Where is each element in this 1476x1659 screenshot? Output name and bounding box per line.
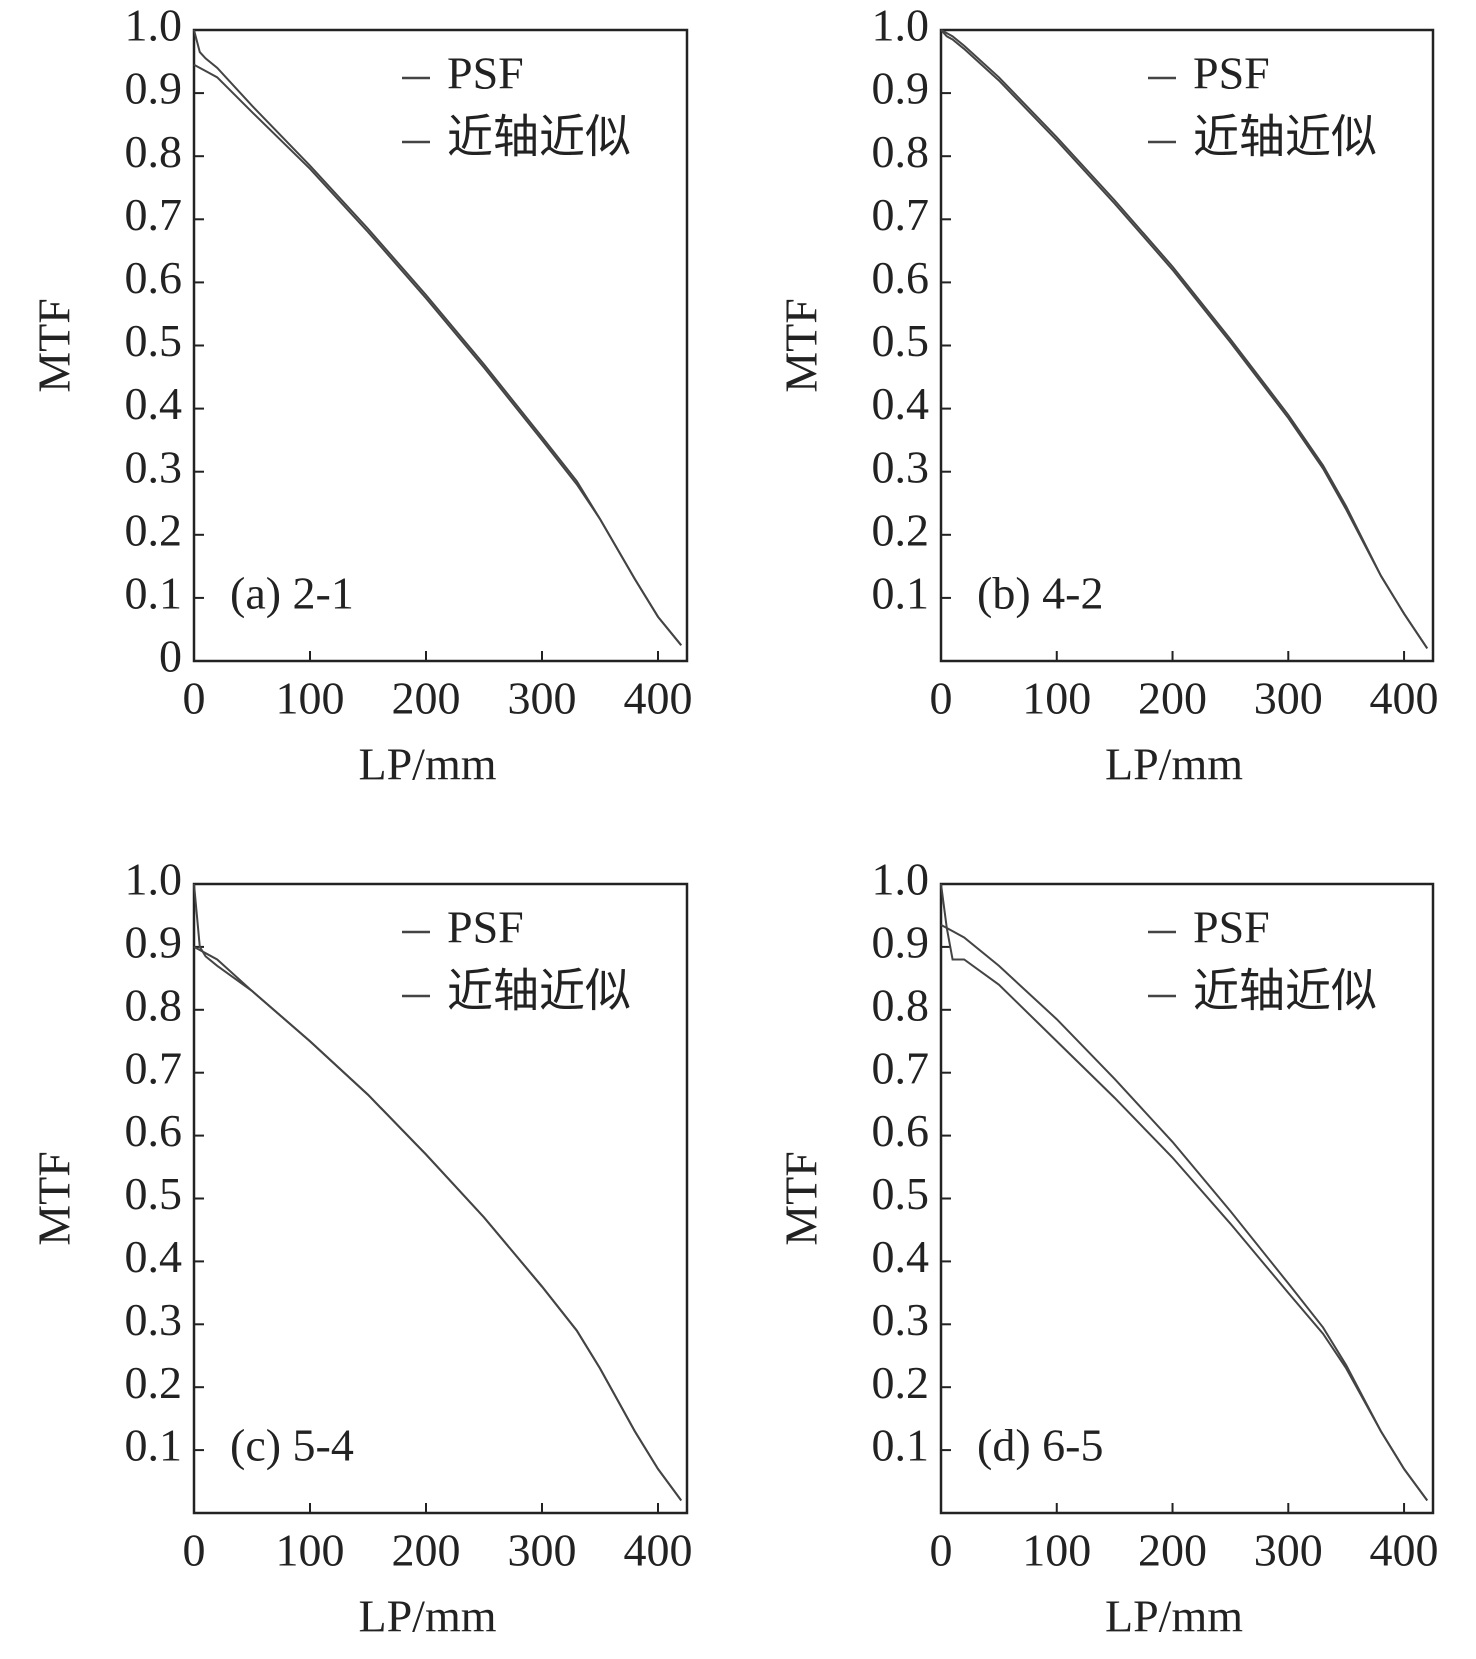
panel-annotation: (c) 5-4 bbox=[230, 1420, 354, 1471]
y-tick-label: 0.1 bbox=[125, 1420, 183, 1471]
y-tick-label: 1.0 bbox=[872, 0, 930, 51]
panel: 0 100 200 300 400 0.1 0.2 0.3 0.4 0.5 0.6 0.7 0.8 0.9… bbox=[776, 854, 1439, 1642]
y-tick-label: 0.8 bbox=[125, 979, 183, 1030]
y-tick-label: 0.9 bbox=[125, 916, 183, 967]
y-tick-label: 0.3 bbox=[125, 441, 183, 492]
y-tick-label: 0.8 bbox=[872, 979, 930, 1030]
legend-label: PSF bbox=[447, 902, 524, 953]
x-tick-label: 200 bbox=[1138, 1525, 1207, 1576]
y-tick-label: 0.6 bbox=[125, 252, 183, 303]
legend-label: 近轴近似 bbox=[447, 112, 631, 163]
panel: 0 100 200 300 400 0 0.1 0.2 0.3 0.4 0.5 0.6 0.7 0.8 0.… bbox=[29, 0, 693, 790]
panel: 0 100 200 300 400 0.1 0.2 0.3 0.4 0.5 0.6 0.7 0.8 0.9… bbox=[776, 0, 1439, 790]
y-tick-label: 0.9 bbox=[872, 916, 930, 967]
legend-label: 近轴近似 bbox=[447, 966, 631, 1017]
y-tick-label: 0.5 bbox=[125, 315, 183, 366]
x-tick-label: 400 bbox=[624, 1525, 693, 1576]
y-tick-label: 0.5 bbox=[872, 315, 930, 366]
x-tick-label: 300 bbox=[1254, 673, 1323, 724]
x-axis-label: LP/mm bbox=[358, 1591, 496, 1642]
y-tick-label: 0.6 bbox=[125, 1105, 183, 1156]
y-tick-label: 0.7 bbox=[872, 189, 930, 240]
x-tick-label: 0 bbox=[930, 1525, 953, 1576]
y-tick-label: 1.0 bbox=[872, 854, 930, 905]
legend-label: PSF bbox=[447, 48, 524, 99]
panel-annotation: (a) 2-1 bbox=[230, 568, 354, 619]
y-tick-label: 0.1 bbox=[872, 1420, 930, 1471]
y-tick-label: 0.7 bbox=[125, 189, 183, 240]
y-tick-label: 1.0 bbox=[125, 0, 183, 51]
x-tick-label: 300 bbox=[508, 673, 577, 724]
x-tick-label: 300 bbox=[508, 1525, 577, 1576]
panel-annotation: (b) 4-2 bbox=[977, 568, 1103, 619]
x-tick-label: 100 bbox=[276, 1525, 345, 1576]
y-tick-label: 0.6 bbox=[872, 252, 930, 303]
y-tick-label: 0.7 bbox=[125, 1042, 183, 1093]
y-tick-label: 0.2 bbox=[125, 504, 183, 555]
y-tick-label: 0.1 bbox=[872, 567, 930, 618]
y-tick-label: 0.4 bbox=[872, 1231, 930, 1282]
panel: 0 100 200 300 400 0.1 0.2 0.3 0.4 0.5 0.6 0.7 0.8 0.9… bbox=[29, 854, 693, 1642]
x-tick-label: 400 bbox=[1370, 1525, 1439, 1576]
x-axis-label: LP/mm bbox=[358, 739, 496, 790]
y-axis-label: MTF bbox=[29, 1151, 80, 1246]
y-axis-label: MTF bbox=[29, 298, 80, 393]
y-axis-label: MTF bbox=[776, 298, 827, 393]
y-tick-label: 0.4 bbox=[872, 378, 930, 429]
x-axis-label: LP/mm bbox=[1105, 739, 1243, 790]
y-tick-label: 0.9 bbox=[125, 63, 183, 114]
y-tick-label: 0.2 bbox=[125, 1357, 183, 1408]
legend-label: 近轴近似 bbox=[1193, 112, 1377, 163]
y-tick-label: 0.4 bbox=[125, 378, 183, 429]
x-tick-label: 0 bbox=[183, 673, 206, 724]
x-tick-label: 200 bbox=[392, 1525, 461, 1576]
x-tick-label: 200 bbox=[392, 673, 461, 724]
legend-label: 近轴近似 bbox=[1193, 966, 1377, 1017]
x-tick-label: 200 bbox=[1138, 673, 1207, 724]
series-line bbox=[940, 29, 1429, 649]
y-tick-label: 0.3 bbox=[125, 1294, 183, 1345]
x-tick-label: 100 bbox=[276, 673, 345, 724]
y-tick-label: 0 bbox=[159, 631, 182, 682]
series-line bbox=[193, 946, 683, 1502]
y-tick-label: 0.7 bbox=[872, 1042, 930, 1093]
x-tick-label: 400 bbox=[1370, 673, 1439, 724]
x-tick-label: 400 bbox=[624, 673, 693, 724]
y-tick-label: 0.2 bbox=[872, 504, 930, 555]
x-axis-label: LP/mm bbox=[1105, 1591, 1243, 1642]
legend-label: PSF bbox=[1193, 902, 1270, 953]
y-tick-label: 0.1 bbox=[125, 567, 183, 618]
y-tick-label: 0.3 bbox=[872, 441, 930, 492]
panel-annotation: (d) 6-5 bbox=[977, 1420, 1103, 1471]
y-tick-label: 0.9 bbox=[872, 63, 930, 114]
series-line bbox=[193, 63, 682, 646]
y-tick-label: 0.8 bbox=[872, 126, 930, 177]
y-tick-label: 0.8 bbox=[125, 126, 183, 177]
y-tick-label: 0.2 bbox=[872, 1357, 930, 1408]
y-tick-label: 0.5 bbox=[872, 1168, 930, 1219]
y-tick-label: 0.6 bbox=[872, 1105, 930, 1156]
x-tick-label: 0 bbox=[183, 1525, 206, 1576]
x-tick-label: 300 bbox=[1254, 1525, 1323, 1576]
x-tick-label: 100 bbox=[1022, 1525, 1091, 1576]
y-axis-label: MTF bbox=[776, 1151, 827, 1246]
y-tick-label: 1.0 bbox=[125, 854, 183, 905]
x-tick-label: 100 bbox=[1022, 673, 1091, 724]
y-tick-label: 0.5 bbox=[125, 1168, 183, 1219]
y-tick-label: 0.4 bbox=[125, 1231, 183, 1282]
legend-label: PSF bbox=[1193, 48, 1270, 99]
series-line bbox=[940, 924, 1429, 1502]
y-tick-label: 0.3 bbox=[872, 1294, 930, 1345]
x-tick-label: 0 bbox=[930, 673, 953, 724]
